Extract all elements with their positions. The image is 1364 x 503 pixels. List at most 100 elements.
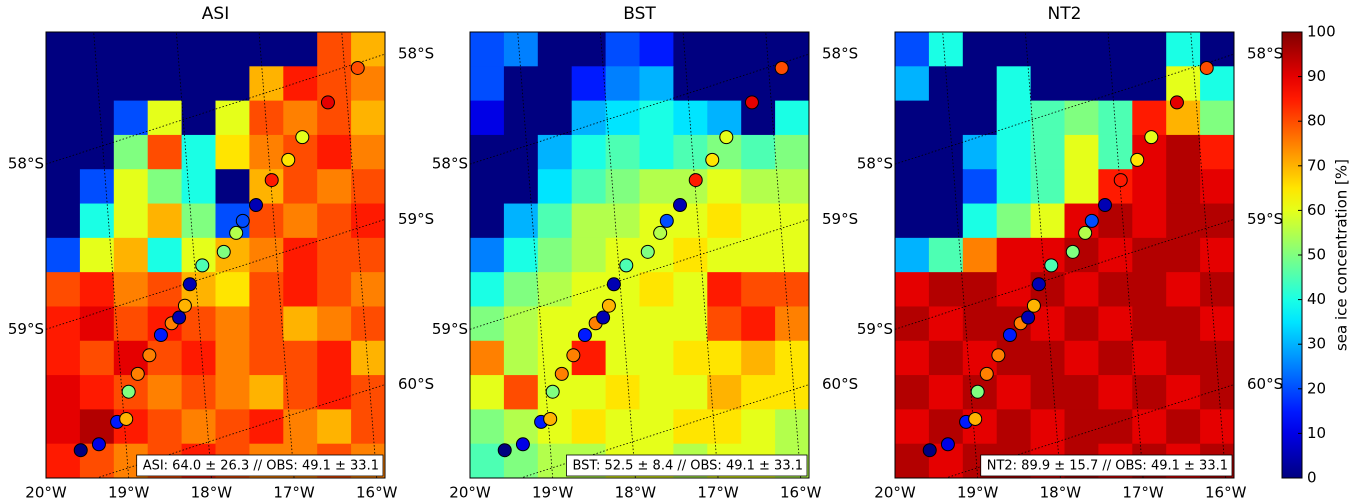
ice-cell <box>46 375 81 410</box>
ice-cell <box>46 409 81 445</box>
ice-cell <box>46 32 81 67</box>
ice-cell <box>1200 100 1234 136</box>
observation-point <box>1078 225 1093 240</box>
observation-point <box>774 60 789 75</box>
meridian-line <box>765 32 802 478</box>
ice-cell <box>503 32 539 67</box>
ice-cell <box>1098 100 1133 136</box>
observation-point <box>1031 277 1046 292</box>
ice-cell <box>741 306 776 342</box>
ice-cell <box>673 375 708 410</box>
ice-cell <box>181 340 216 376</box>
colorbar: 0 10 20 30 40 50 60 70 80 90 100 sea ice concentrat… <box>1281 23 1351 487</box>
ice-cell <box>673 306 708 342</box>
ice-cell <box>537 134 573 170</box>
ice-cell <box>113 272 149 307</box>
map-panel: ASI 20°W 19°W 18°W 17°W 16°W 58°S 59°S 60°S 58°S 5… <box>8 4 434 502</box>
meridian-line <box>1107 32 1144 478</box>
observation-point <box>543 411 558 426</box>
ice-cell <box>639 340 674 376</box>
annotation-box <box>566 454 808 477</box>
ice-cell <box>605 100 640 136</box>
ice-cell <box>996 203 1032 239</box>
ice-cell <box>895 409 930 445</box>
meridian-line <box>682 32 719 478</box>
ice-cell <box>283 409 318 445</box>
ice-cell <box>1132 306 1167 342</box>
ice-cell <box>1200 32 1234 67</box>
ice-cell <box>1200 237 1234 273</box>
ice-cell <box>351 134 385 170</box>
meridian-line <box>599 32 636 478</box>
observation-point <box>264 173 279 188</box>
ice-cell <box>962 66 998 102</box>
lat-label-left: 59°S <box>857 320 893 338</box>
ice-cell <box>1200 306 1234 342</box>
ice-cell <box>147 272 183 307</box>
ice-cell <box>1064 134 1099 170</box>
observation-point <box>566 348 581 363</box>
ice-cell <box>639 409 674 445</box>
ice-cell <box>1064 375 1099 410</box>
observation-point <box>1130 152 1145 167</box>
ice-cell <box>215 375 250 410</box>
ice-cell <box>1166 272 1201 307</box>
x-tick-label: 18°W <box>191 484 233 502</box>
ice-cell <box>1200 375 1234 410</box>
ice-cell <box>571 66 607 102</box>
ice-cell <box>571 134 607 170</box>
ice-cell <box>283 100 318 136</box>
meridian-line <box>1190 32 1227 478</box>
ice-cell <box>113 32 149 67</box>
ice-cell <box>215 409 250 445</box>
observation-point <box>320 95 335 110</box>
observation-point <box>968 411 983 426</box>
ice-cell <box>351 272 385 307</box>
ice-cell <box>79 169 115 205</box>
ice-cell <box>962 237 998 273</box>
ice-cell <box>46 237 81 273</box>
ice-cell <box>707 340 742 376</box>
ice-cell <box>351 409 385 445</box>
x-tick-label: 18°W <box>1040 484 1082 502</box>
colorbar-label: sea ice concentration [%] <box>1333 159 1351 351</box>
meridian-line <box>1024 32 1061 478</box>
ice-cell <box>317 203 352 239</box>
meridian-line <box>93 32 130 478</box>
map-area <box>895 32 1234 478</box>
observation-point <box>1144 130 1159 145</box>
ice-cell <box>1166 203 1201 239</box>
ice-cell <box>928 32 964 67</box>
ice-cell <box>996 375 1032 410</box>
ice-cell <box>895 32 930 67</box>
panel-title: ASI <box>202 4 229 24</box>
ice-cell <box>605 134 640 170</box>
observation-point <box>515 437 530 452</box>
ice-cell <box>673 134 708 170</box>
ice-cell <box>470 169 505 205</box>
ice-cell <box>996 134 1032 170</box>
ice-cell <box>775 272 809 307</box>
ice-cell <box>503 203 539 239</box>
lat-label-left: 59°S <box>432 320 468 338</box>
observation-point <box>1021 310 1036 325</box>
lat-label-right: 58°S <box>1247 45 1283 63</box>
ice-cell <box>351 375 385 410</box>
observation-point <box>545 384 560 399</box>
ice-cell <box>741 272 776 307</box>
ice-cell <box>79 375 115 410</box>
ice-cell <box>1098 272 1133 307</box>
lat-label-right: 60°S <box>398 375 434 393</box>
observation-point <box>350 60 365 75</box>
ice-cell <box>470 375 505 410</box>
ice-cell <box>775 100 809 136</box>
ice-cell <box>283 272 318 307</box>
observation-point <box>596 310 611 325</box>
ice-cell <box>1030 409 1065 445</box>
ice-cell <box>181 203 216 239</box>
ice-cell <box>113 100 149 136</box>
ice-cell <box>639 169 674 205</box>
ice-cell <box>249 409 284 445</box>
ice-cell <box>673 237 708 273</box>
observation-point <box>1098 198 1113 213</box>
